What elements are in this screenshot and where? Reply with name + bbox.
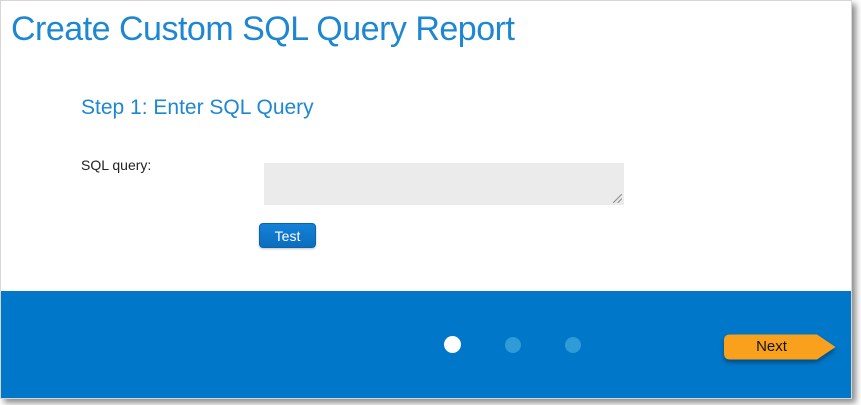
step-indicator-dot-2 — [505, 336, 521, 353]
step-indicator-dot-3 — [565, 336, 581, 353]
step-progress-dots — [444, 336, 581, 353]
sql-query-field-wrap — [264, 163, 624, 205]
step-heading: Step 1: Enter SQL Query — [81, 96, 314, 119]
sql-query-label: SQL query: — [81, 157, 152, 173]
page-title: Create Custom SQL Query Report — [11, 10, 515, 48]
sql-query-input[interactable] — [264, 163, 624, 205]
next-arrow-shape — [724, 334, 836, 360]
step-indicator-dot-1 — [444, 336, 461, 353]
next-button[interactable]: Next — [723, 334, 836, 360]
next-button-label: Next — [756, 338, 787, 355]
wizard-footer: Next — [1, 291, 851, 398]
wizard-page: Create Custom SQL Query Report Step 1: E… — [0, 0, 852, 399]
test-button[interactable]: Test — [259, 223, 316, 248]
